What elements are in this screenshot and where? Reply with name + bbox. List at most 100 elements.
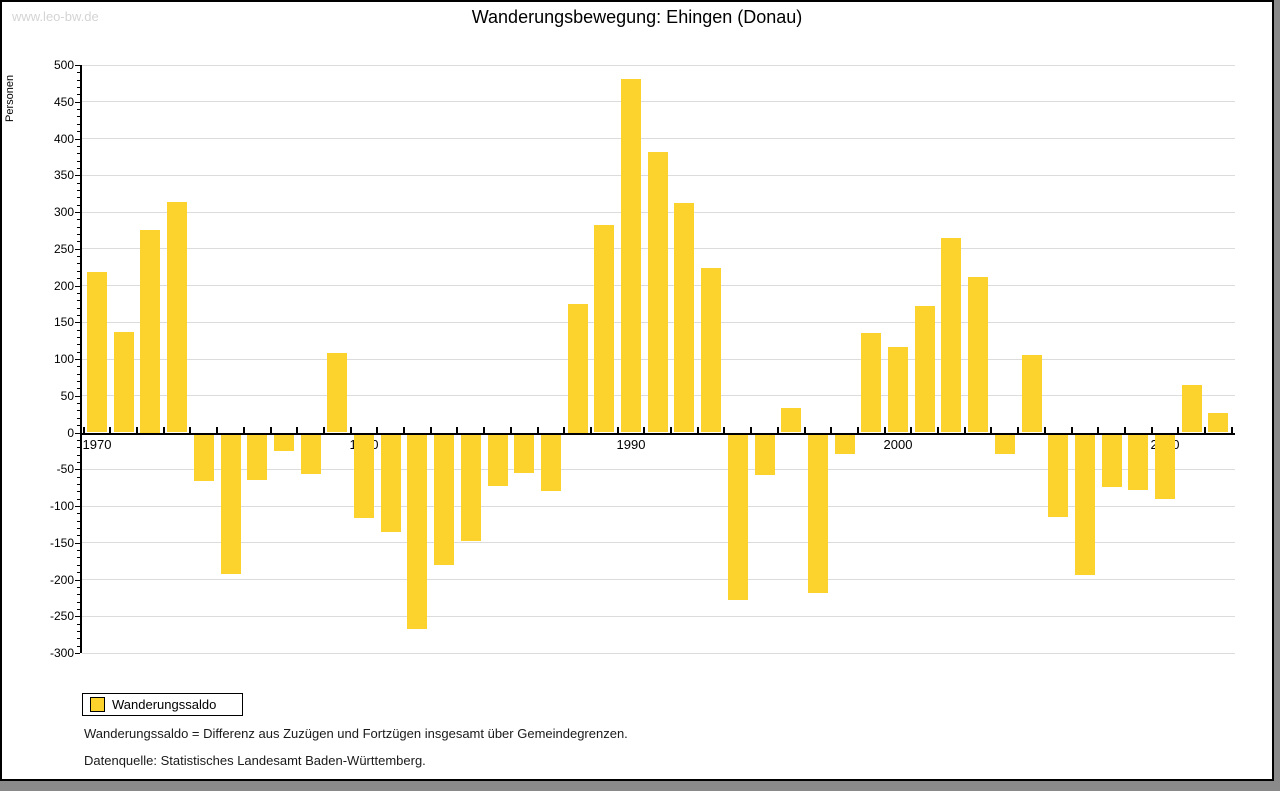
y-minor-tick bbox=[77, 373, 80, 375]
y-minor-tick bbox=[77, 79, 80, 81]
y-minor-tick bbox=[77, 608, 80, 610]
y-tick-label: 350 bbox=[53, 168, 74, 183]
bar-1996 bbox=[781, 408, 802, 433]
y-tick-label: 100 bbox=[53, 352, 74, 366]
y-tick-label: 150 bbox=[53, 315, 74, 330]
y-minor-tick bbox=[77, 351, 80, 353]
legend-label: Wanderungssaldo bbox=[112, 697, 217, 712]
y-minor-tick bbox=[77, 586, 80, 588]
y-major-tick bbox=[75, 469, 80, 471]
y-axis-line bbox=[80, 65, 82, 653]
y-major-tick bbox=[75, 616, 80, 618]
bar-1986 bbox=[514, 434, 535, 473]
chart-title: Wanderungsbewegung: Ehingen (Donau) bbox=[471, 7, 803, 27]
y-minor-tick bbox=[77, 564, 80, 566]
footnote-source: Datenquelle: Statistisches Landesamt Bad… bbox=[84, 753, 426, 768]
y-minor-tick bbox=[77, 403, 80, 405]
x-year-tick bbox=[322, 426, 325, 433]
x-year-tick bbox=[456, 426, 459, 433]
y-tick-label: 200 bbox=[53, 278, 74, 293]
y-tick-label: -200 bbox=[49, 572, 74, 587]
y-minor-tick bbox=[77, 336, 80, 338]
bar-1999 bbox=[861, 332, 882, 433]
y-minor-tick bbox=[77, 116, 80, 118]
x-year-tick bbox=[536, 426, 539, 433]
y-minor-tick bbox=[77, 72, 80, 74]
y-major-tick bbox=[75, 138, 80, 140]
bar-2004 bbox=[994, 434, 1015, 454]
y-minor-tick bbox=[77, 425, 80, 427]
y-minor-tick bbox=[77, 292, 80, 294]
bar-1978 bbox=[300, 434, 321, 475]
y-minor-tick bbox=[77, 557, 80, 559]
bar-1995 bbox=[754, 434, 775, 475]
bar-1991 bbox=[647, 152, 668, 433]
x-year-tick bbox=[1070, 426, 1073, 433]
x-year-tick bbox=[1177, 426, 1180, 433]
bar-1976 bbox=[247, 434, 268, 481]
y-tick-label: 400 bbox=[53, 131, 74, 146]
x-year-tick bbox=[403, 426, 406, 433]
y-minor-tick bbox=[77, 439, 80, 441]
y-minor-tick bbox=[77, 94, 80, 96]
bar-1971 bbox=[113, 331, 134, 433]
y-major-tick bbox=[75, 432, 80, 434]
y-minor-tick bbox=[77, 109, 80, 111]
x-year-tick bbox=[830, 426, 833, 433]
x-year-tick bbox=[776, 426, 779, 433]
x-year-tick bbox=[1123, 426, 1126, 433]
y-major-tick bbox=[75, 175, 80, 177]
x-tick-label-1970: 1970 bbox=[82, 436, 112, 452]
gridline--250 bbox=[82, 615, 1235, 617]
y-minor-tick bbox=[77, 594, 80, 596]
y-minor-tick bbox=[77, 263, 80, 265]
y-tick-label: 500 bbox=[53, 58, 74, 72]
bar-2002 bbox=[941, 238, 962, 433]
y-axis-label: Personen bbox=[4, 74, 16, 122]
y-minor-tick bbox=[77, 153, 80, 155]
x-year-tick bbox=[1097, 426, 1100, 433]
bar-1979 bbox=[327, 353, 348, 433]
x-tick-label-1990: 1990 bbox=[616, 436, 646, 452]
bar-2010 bbox=[1155, 434, 1175, 500]
bar-1989 bbox=[594, 225, 615, 433]
bar-1983 bbox=[434, 434, 455, 565]
y-minor-tick bbox=[77, 131, 80, 133]
y-minor-tick bbox=[77, 498, 80, 500]
x-year-tick bbox=[963, 426, 966, 433]
y-minor-tick bbox=[77, 520, 80, 522]
gridline--50 bbox=[82, 468, 1235, 470]
y-major-tick bbox=[75, 101, 80, 103]
gridline--100 bbox=[82, 505, 1235, 507]
y-minor-tick bbox=[77, 160, 80, 162]
y-major-tick bbox=[75, 65, 80, 66]
y-tick-label: -50 bbox=[56, 462, 74, 477]
y-minor-tick bbox=[77, 513, 80, 515]
gridline-450 bbox=[82, 101, 1235, 103]
y-minor-tick bbox=[77, 601, 80, 603]
y-tick-label: -150 bbox=[49, 535, 74, 550]
y-minor-tick bbox=[77, 329, 80, 331]
y-minor-tick bbox=[77, 410, 80, 412]
legend-swatch-icon bbox=[90, 697, 105, 712]
y-minor-tick bbox=[77, 491, 80, 493]
x-year-tick bbox=[1204, 426, 1207, 433]
bar-1997 bbox=[807, 434, 828, 593]
y-tick-label: -250 bbox=[49, 609, 74, 624]
bar-1980 bbox=[354, 434, 374, 518]
gridline--200 bbox=[82, 579, 1235, 580]
bar-1987 bbox=[540, 434, 561, 492]
bar-1981 bbox=[380, 434, 401, 533]
y-minor-tick bbox=[77, 447, 80, 449]
bar-1974 bbox=[193, 434, 214, 481]
gridline--150 bbox=[82, 542, 1235, 544]
bar-1970 bbox=[87, 272, 107, 433]
y-major-tick bbox=[75, 212, 80, 213]
x-year-tick bbox=[883, 426, 886, 433]
x-year-tick bbox=[429, 426, 432, 433]
y-minor-tick bbox=[77, 314, 80, 316]
bar-1973 bbox=[167, 202, 188, 433]
y-tick-label: -300 bbox=[49, 646, 74, 660]
x-year-tick bbox=[349, 426, 352, 433]
